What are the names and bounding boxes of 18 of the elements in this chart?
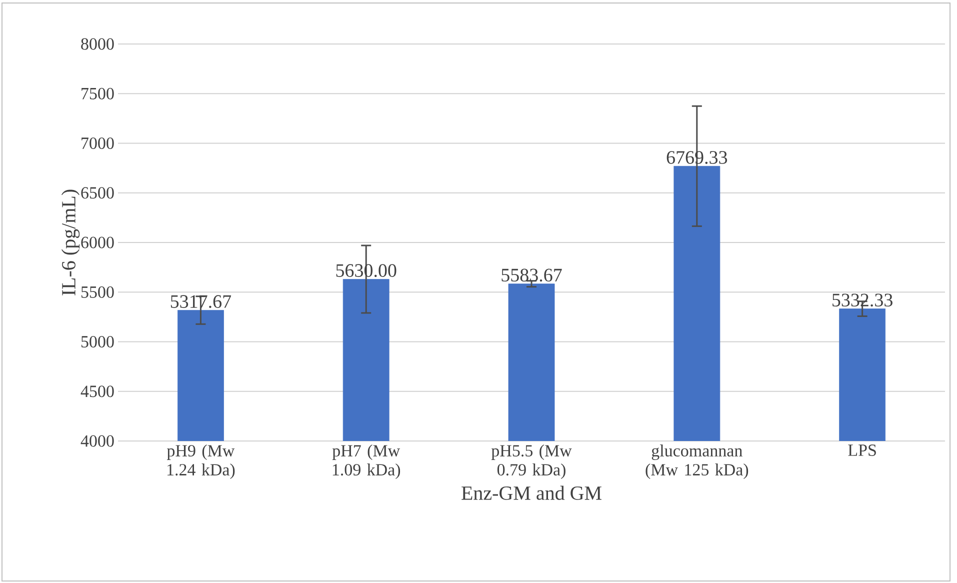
- x-tick-label: LPS: [848, 444, 876, 456]
- y-tick-label: 6000: [81, 236, 114, 248]
- x-tick-label: pH7 (Mw 1.09 kDa): [332, 444, 400, 479]
- data-label: 5583.67: [502, 268, 562, 282]
- y-tick-label: 5500: [81, 286, 114, 298]
- y-tick-label: 4500: [80, 386, 114, 398]
- y-tick-label: 5000: [81, 336, 114, 348]
- x-tick-label: pH5.5 (Mw 0.79 kDa): [491, 444, 572, 479]
- y-tick-label: 7500: [82, 88, 114, 100]
- y-tick-label: 6500: [81, 187, 114, 199]
- x-axis-title: Enz-GM and GM: [462, 486, 602, 500]
- y-tick-label: 4000: [80, 435, 114, 447]
- x-tick-label: glucomannan (Mw 125 kDa): [646, 444, 748, 479]
- y-tick-label: 8000: [81, 38, 114, 50]
- y-tick-label: 7000: [82, 138, 114, 149]
- y-axis-title: IL-6 (pg/mL): [61, 190, 80, 296]
- data-label: 5332.33: [832, 294, 892, 307]
- x-tick-label: pH9 (Mw 1.24 kDa): [166, 444, 235, 479]
